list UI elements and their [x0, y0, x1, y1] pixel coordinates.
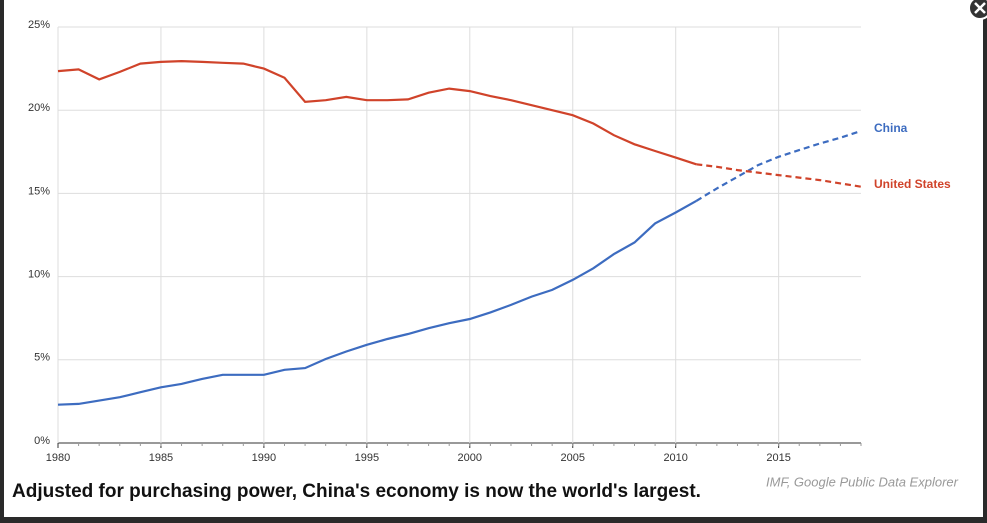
x-tick-label: 1980 — [46, 452, 70, 464]
lightbox-panel — [4, 0, 983, 517]
y-tick-label: 20% — [28, 102, 50, 114]
x-tick-label: 1995 — [355, 452, 379, 464]
series-line — [57, 59, 697, 166]
source: IMF, Google Public Data Explorer — [766, 474, 959, 489]
y-tick-label: 25% — [28, 19, 50, 31]
x-tick-label: 1985 — [149, 452, 173, 464]
close-icon[interactable] — [974, 2, 986, 14]
series-line — [57, 199, 697, 406]
x-tick-label: 1990 — [252, 452, 276, 464]
x-tick-label: 2010 — [663, 452, 687, 464]
y-tick-label: 10% — [28, 269, 50, 281]
y-tick-label: 0% — [34, 435, 50, 447]
series-projection — [695, 129, 862, 202]
x-tick-label: 2015 — [766, 452, 790, 464]
legend-label: United States — [874, 177, 951, 191]
x-tick-label: 2000 — [458, 452, 482, 464]
series-projection — [696, 163, 862, 188]
y-tick-label: 5% — [34, 352, 50, 364]
close-button[interactable] — [968, 0, 987, 20]
x-tick-label: 2005 — [561, 452, 585, 464]
y-tick-label: 15% — [28, 185, 50, 197]
caption: Adjusted for purchasing power, China's e… — [12, 481, 701, 502]
legend-label: China — [874, 121, 908, 135]
